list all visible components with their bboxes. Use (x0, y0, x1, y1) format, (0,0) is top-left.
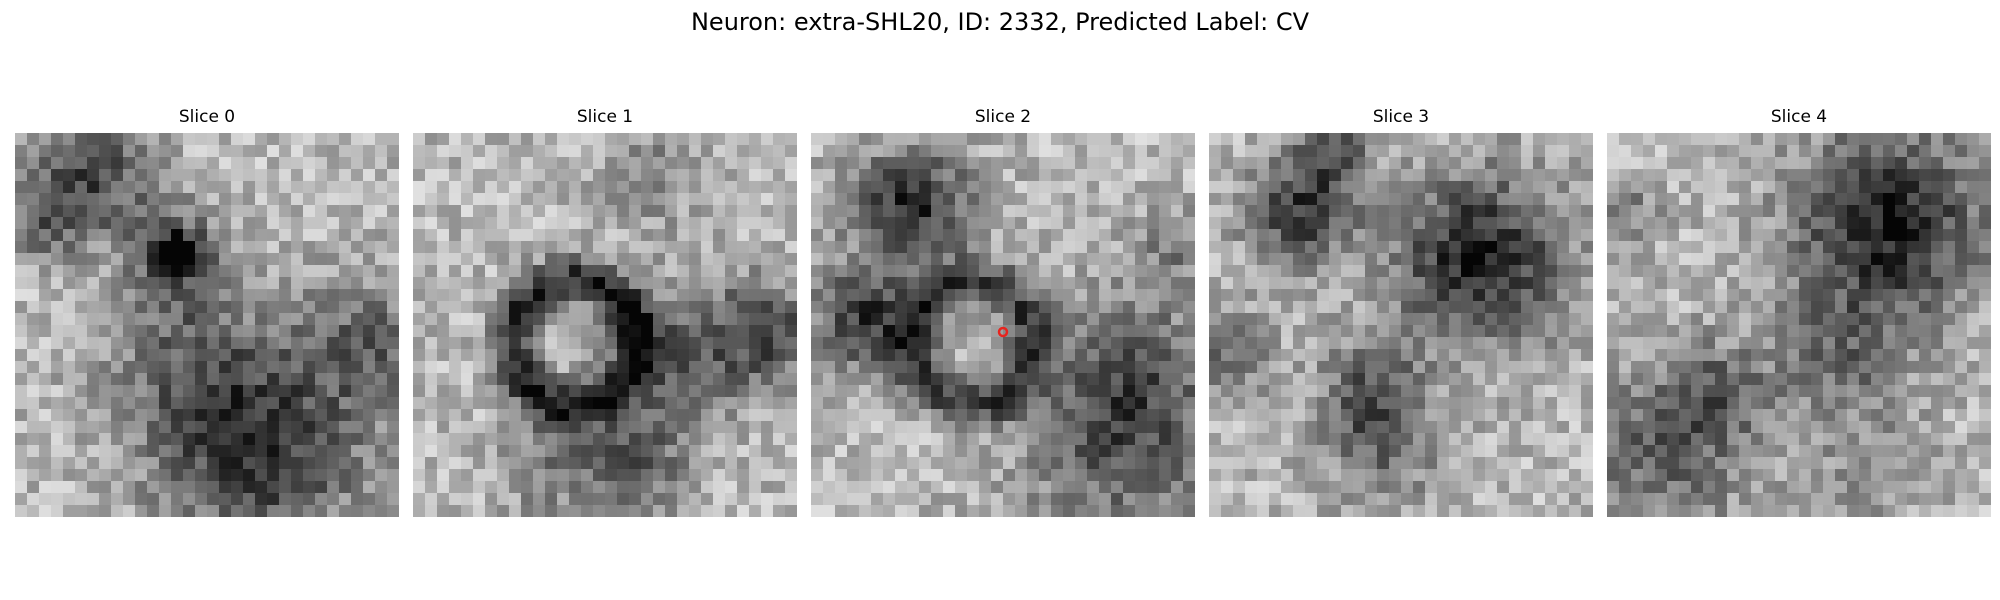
slice-title-3: Slice 3 (1372, 107, 1430, 127)
figure-title: Neuron: extra-SHL20, ID: 2332, Predicted… (690, 8, 1310, 36)
slice-image-1 (413, 133, 797, 517)
slice-title-4: Slice 4 (1770, 107, 1828, 127)
slice-panel-4: Slice 4 (1607, 106, 1991, 518)
slice-panel-1: Slice 1 (413, 106, 797, 518)
slice-title-1: Slice 1 (576, 107, 634, 127)
slice-panel-3: Slice 3 (1209, 106, 1593, 518)
slice-image-3 (1209, 133, 1593, 517)
slice-panel-2: Slice 2 (811, 106, 1195, 518)
slice-panel-0: Slice 0 (15, 106, 399, 518)
slice-image-2 (811, 133, 1195, 517)
slice-title-2: Slice 2 (974, 107, 1032, 127)
slice-title-0: Slice 0 (178, 107, 236, 127)
slice-image-4 (1607, 133, 1991, 517)
slice-image-0 (15, 133, 399, 517)
